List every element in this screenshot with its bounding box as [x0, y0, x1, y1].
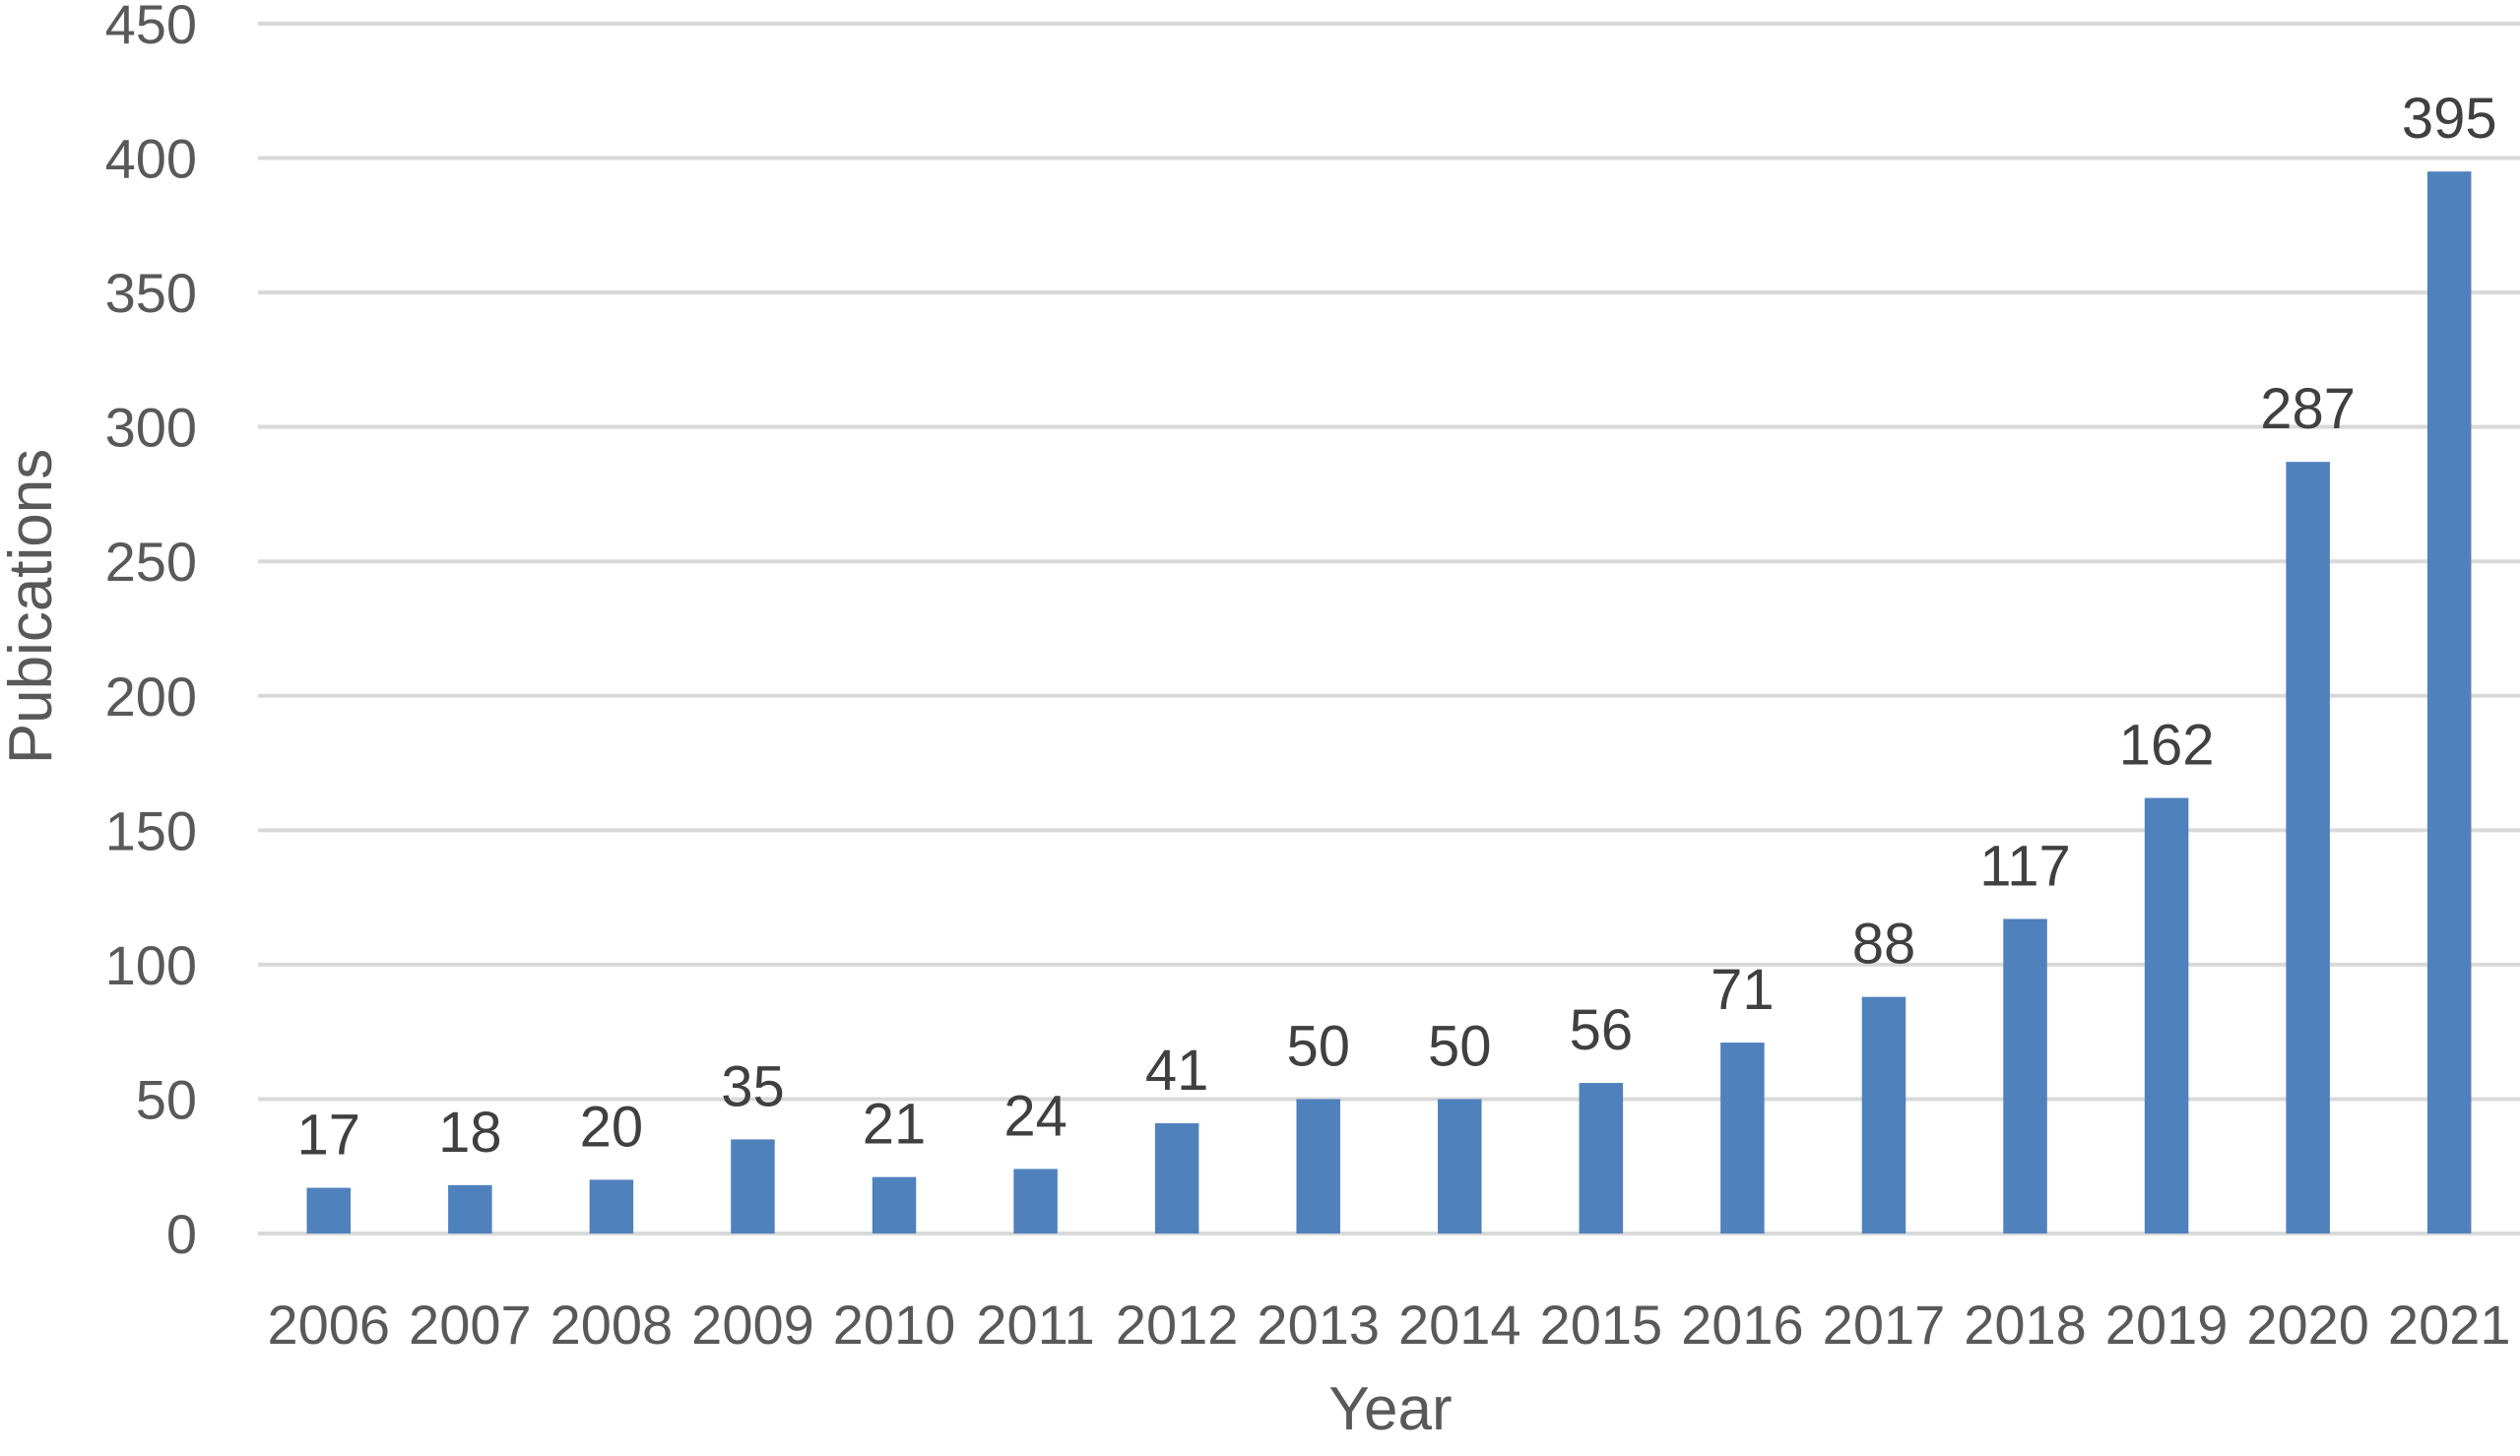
- bar: [1438, 1099, 1482, 1234]
- data-label: 395: [2402, 87, 2497, 151]
- data-label: 17: [297, 1104, 361, 1168]
- data-label: 88: [1852, 913, 1916, 977]
- x-tick-label: 2017: [1823, 1294, 1946, 1356]
- data-label: 50: [1286, 1014, 1350, 1078]
- x-tick-label: 2020: [2246, 1294, 2369, 1356]
- bar: [448, 1184, 492, 1234]
- x-tick-label: 2010: [833, 1294, 956, 1356]
- x-tick-label: 2011: [976, 1294, 1094, 1356]
- x-tick-label: 2019: [2105, 1294, 2229, 1356]
- bar: [1720, 1043, 1765, 1234]
- x-tick-label: 2012: [1116, 1294, 1239, 1356]
- data-label: 35: [721, 1054, 785, 1118]
- x-tick-label: 2008: [550, 1294, 674, 1356]
- data-label: 162: [2119, 714, 2215, 778]
- data-labels: 17 18 20 35 21 24 41 50 50 56 71 88 117 162 287 395: [297, 87, 2497, 1167]
- bar: [1296, 1099, 1340, 1234]
- x-tick-label: 2006: [267, 1294, 390, 1356]
- bar: [731, 1139, 775, 1234]
- bar: [2426, 171, 2472, 1234]
- y-tick-label: 250: [105, 531, 197, 593]
- y-tick-label: 0: [166, 1203, 197, 1265]
- data-label: 18: [438, 1101, 502, 1165]
- bar: [589, 1179, 634, 1234]
- y-tick-label: 350: [105, 262, 197, 324]
- data-label: 117: [1979, 834, 2070, 898]
- x-tick-label: 2007: [409, 1294, 532, 1356]
- x-tick-label: 2018: [1964, 1294, 2087, 1356]
- gridlines: [258, 22, 2520, 1235]
- y-axis-title: Pubications: [0, 449, 65, 765]
- bar: [1013, 1169, 1058, 1234]
- y-tick-label: 400: [105, 128, 197, 190]
- data-label: 24: [1003, 1084, 1067, 1148]
- bar: [2286, 462, 2330, 1234]
- x-tick-label: 2013: [1257, 1294, 1380, 1356]
- bar: [1579, 1083, 1624, 1234]
- data-label: 21: [863, 1093, 927, 1157]
- x-tick-label: 2014: [1398, 1294, 1521, 1356]
- data-label: 56: [1570, 998, 1634, 1062]
- x-tick-label: 2016: [1681, 1294, 1804, 1356]
- y-tick-label: 100: [105, 934, 197, 996]
- bar: [2003, 918, 2047, 1234]
- y-axis-ticks: 0 50 100 150 200 250 300 350 400 450: [105, 0, 197, 1265]
- bar: [1861, 996, 1906, 1234]
- x-tick-label: 2021: [2388, 1294, 2511, 1356]
- data-label: 71: [1711, 958, 1775, 1022]
- data-label: 41: [1145, 1039, 1209, 1103]
- bar: [872, 1176, 917, 1234]
- bar: [306, 1187, 352, 1234]
- y-tick-label: 300: [105, 397, 197, 459]
- y-tick-label: 50: [136, 1068, 197, 1130]
- y-tick-label: 150: [105, 799, 197, 861]
- x-tick-label: 2009: [691, 1294, 814, 1356]
- bar: [1154, 1123, 1199, 1234]
- data-label: 50: [1428, 1014, 1492, 1078]
- data-label: 287: [2260, 377, 2356, 441]
- bar: [2144, 797, 2189, 1234]
- y-tick-label: 450: [105, 0, 197, 55]
- y-tick-label: 200: [105, 665, 197, 728]
- bars: [306, 171, 2472, 1234]
- data-label: 20: [580, 1095, 644, 1159]
- x-axis-title: Year: [1328, 1375, 1452, 1443]
- x-tick-label: 2015: [1540, 1294, 1663, 1356]
- x-axis-ticks: 2006 2007 2008 2009 2010 2011 2012 2013 2014 2015…: [267, 1294, 2510, 1356]
